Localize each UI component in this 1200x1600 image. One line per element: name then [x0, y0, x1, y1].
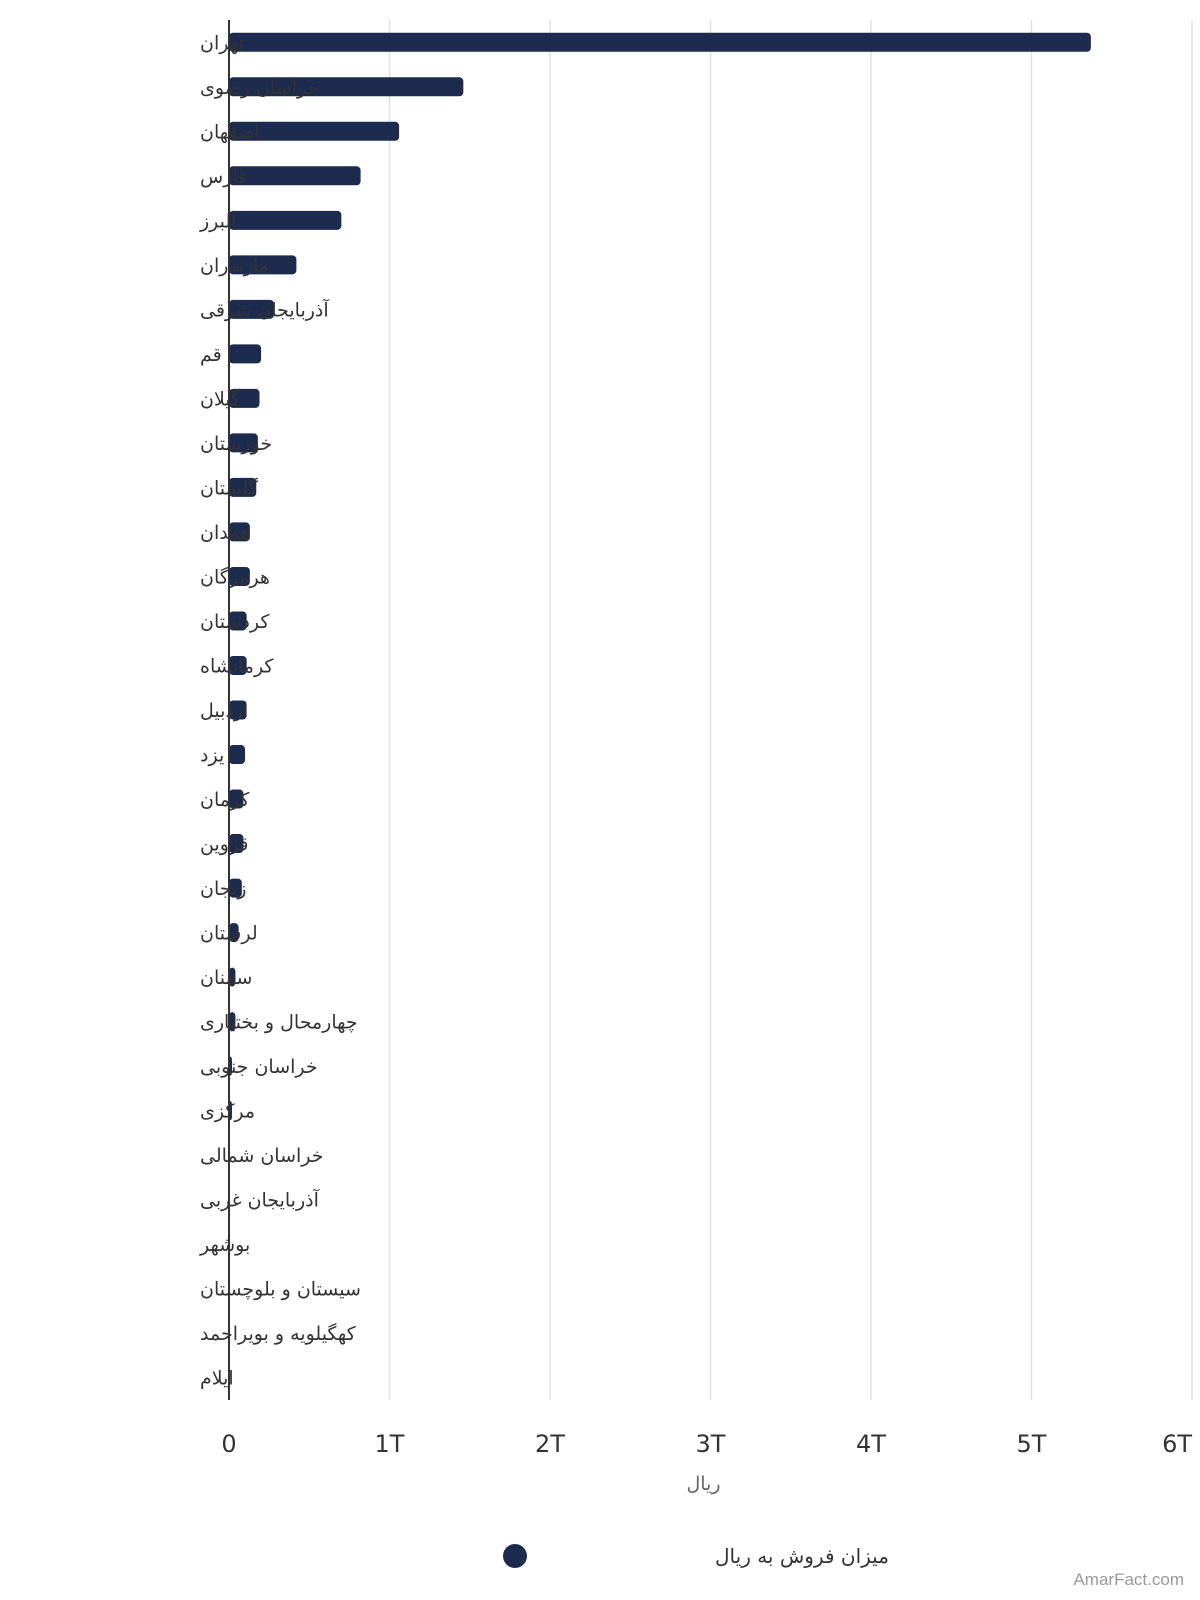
category-label: تهران: [200, 32, 244, 54]
category-label: کردستان: [200, 611, 270, 633]
category-label: البرز: [199, 210, 236, 232]
x-tick-label: 2T: [535, 1430, 565, 1458]
x-tick-label: 1T: [375, 1430, 405, 1458]
category-label: قزوین: [200, 834, 249, 856]
category-label: مازندران: [200, 255, 269, 277]
category-label: کهگیلویه و بویراحمد: [200, 1322, 357, 1345]
bar[interactable]: [229, 655, 247, 675]
bar[interactable]: [229, 299, 274, 319]
x-tick-label: 3T: [696, 1430, 726, 1458]
legend[interactable]: میزان فروش به ریال: [503, 1544, 889, 1568]
legend-marker: [503, 1544, 527, 1568]
bar[interactable]: [229, 210, 342, 230]
bar[interactable]: [229, 878, 242, 898]
grid-lines: [388, 20, 1193, 1400]
category-label: خراسان رضوی: [200, 77, 319, 99]
bar[interactable]: [229, 923, 239, 943]
category-label: خراسان جنوبی: [200, 1056, 318, 1078]
category-label: خوزستان: [200, 433, 272, 455]
category-label: سیستان و بلوچستان: [200, 1279, 361, 1301]
bar[interactable]: [229, 32, 1091, 52]
x-tick-label: 6T: [1162, 1430, 1192, 1458]
category-label: مرکزی: [200, 1101, 255, 1123]
bar[interactable]: [229, 700, 247, 720]
bar[interactable]: [229, 344, 262, 364]
x-tick-label: 5T: [1017, 1430, 1047, 1458]
category-label: یزد: [200, 745, 224, 767]
x-tick-label: 0: [221, 1430, 236, 1458]
bar[interactable]: [229, 834, 244, 854]
legend-label: میزان فروش به ریال: [715, 1544, 889, 1568]
x-tick-labels: 0 1T 2T 3T 4T 5T 6T: [221, 1430, 1192, 1458]
category-label: گیلان: [200, 387, 241, 410]
category-label: همدان: [200, 522, 250, 544]
category-label: ایلام: [200, 1368, 234, 1390]
x-tick-label: 4T: [856, 1430, 886, 1458]
bar[interactable]: [229, 388, 260, 408]
category-label: قم: [200, 344, 222, 366]
category-label: خراسان شمالی: [200, 1145, 324, 1167]
bar[interactable]: [229, 166, 361, 186]
category-label: سمنان: [200, 967, 252, 989]
bar[interactable]: [229, 477, 257, 497]
bar[interactable]: [229, 255, 297, 275]
bar[interactable]: [229, 121, 400, 141]
category-label: هرمزگان: [200, 565, 270, 588]
bar[interactable]: [229, 789, 244, 809]
bar[interactable]: [229, 611, 247, 631]
bars-group: [229, 32, 1091, 1121]
category-label: کرمانشاه: [200, 655, 274, 677]
category-label: آذربایجان غربی: [200, 1188, 320, 1212]
x-axis-title: ریال: [686, 1473, 720, 1495]
category-label: فارس: [200, 166, 247, 188]
category-label: آذربایجان شرقی: [200, 297, 329, 321]
bar[interactable]: [229, 77, 464, 97]
category-label: بوشهر: [199, 1234, 250, 1256]
bar[interactable]: [229, 433, 258, 453]
credit-text[interactable]: AmarFact.com: [1073, 1570, 1184, 1589]
category-label: کرمان: [200, 789, 250, 811]
category-label: چهارمحال و بختیاری: [200, 1012, 358, 1034]
bar[interactable]: [229, 1012, 236, 1032]
bar[interactable]: [229, 566, 250, 586]
category-label: زنجان: [200, 878, 246, 900]
bar[interactable]: [229, 522, 250, 542]
bar[interactable]: [229, 745, 246, 765]
bar[interactable]: [229, 967, 236, 987]
category-label: اردبیل: [200, 700, 248, 722]
